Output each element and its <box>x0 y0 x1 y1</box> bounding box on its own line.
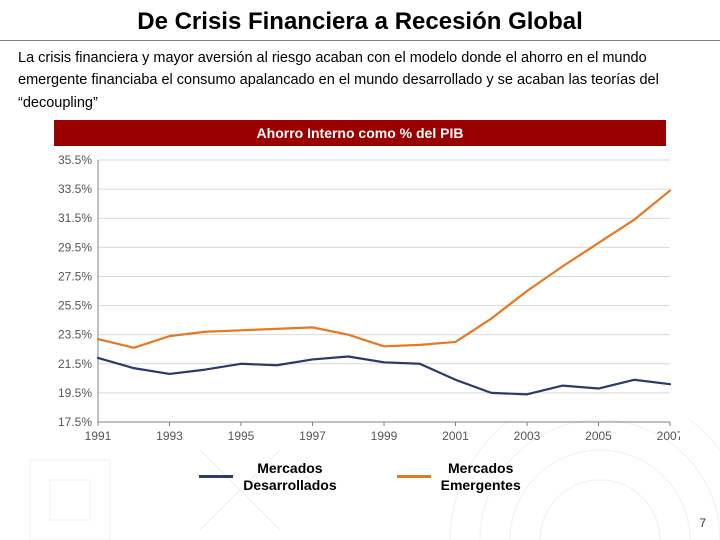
svg-text:1999: 1999 <box>371 429 398 443</box>
svg-text:29.5%: 29.5% <box>58 241 92 255</box>
svg-text:19.5%: 19.5% <box>58 386 92 400</box>
legend-item-developed: MercadosDesarrollados <box>199 460 336 492</box>
line-chart: 17.5% 19.5% 21.5% 23.5% 25.5% 27.5% 29.5% 31.5%… <box>40 152 680 452</box>
svg-text:1991: 1991 <box>85 429 112 443</box>
title-divider <box>0 40 720 41</box>
svg-text:1993: 1993 <box>156 429 183 443</box>
svg-text:1997: 1997 <box>299 429 326 443</box>
svg-text:2003: 2003 <box>514 429 541 443</box>
chart-title: Ahorro Interno como % del PIB <box>54 120 666 146</box>
legend-swatch-developed <box>199 475 233 478</box>
page-title: De Crisis Financiera a Recesión Global <box>14 8 706 40</box>
svg-text:31.5%: 31.5% <box>58 212 92 226</box>
legend-label-emerging: MercadosEmergentes <box>441 460 521 492</box>
svg-text:35.5%: 35.5% <box>58 153 92 167</box>
svg-text:23.5%: 23.5% <box>58 328 92 342</box>
svg-text:25.5%: 25.5% <box>58 299 92 313</box>
svg-text:21.5%: 21.5% <box>58 357 92 371</box>
svg-text:1995: 1995 <box>228 429 255 443</box>
legend: MercadosDesarrollados MercadosEmergentes <box>14 460 706 492</box>
legend-label-developed: MercadosDesarrollados <box>243 460 336 492</box>
svg-text:2007: 2007 <box>657 429 680 443</box>
body-text: La crisis financiera y mayor aversión al… <box>14 47 706 118</box>
svg-text:27.5%: 27.5% <box>58 270 92 284</box>
svg-text:33.5%: 33.5% <box>58 183 92 197</box>
svg-text:2001: 2001 <box>442 429 469 443</box>
slide: De Crisis Financiera a Recesión Global L… <box>0 0 720 540</box>
legend-item-emerging: MercadosEmergentes <box>397 460 521 492</box>
svg-text:2005: 2005 <box>585 429 612 443</box>
legend-swatch-emerging <box>397 475 431 478</box>
chart-svg: 17.5% 19.5% 21.5% 23.5% 25.5% 27.5% 29.5% 31.5%… <box>40 152 680 452</box>
svg-text:17.5%: 17.5% <box>58 415 92 429</box>
page-number: 7 <box>699 516 706 530</box>
